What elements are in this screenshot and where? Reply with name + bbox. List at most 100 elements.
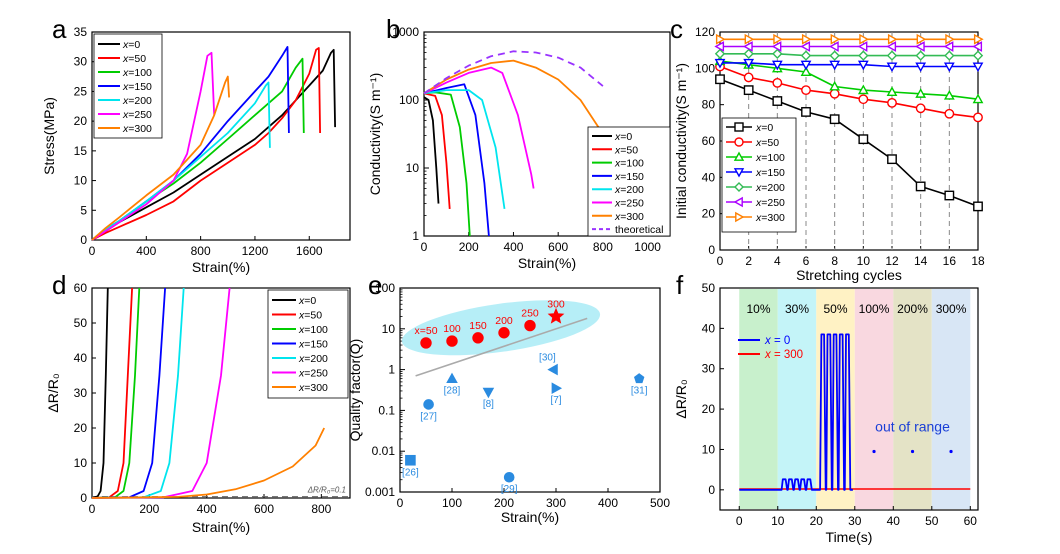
legend-entry: x=50 xyxy=(298,310,322,322)
data-point xyxy=(857,84,869,95)
data-point xyxy=(800,66,812,77)
x-axis-label: Strain(%) xyxy=(192,259,250,275)
y-tick-label: 20 xyxy=(702,402,716,416)
data-point xyxy=(944,50,955,61)
data-point xyxy=(715,74,725,85)
data-point xyxy=(887,154,897,165)
series-line-x=100 xyxy=(719,60,979,100)
x-tick-label: 1200 xyxy=(242,244,269,258)
band-label: 200% xyxy=(897,302,928,316)
data-point xyxy=(715,33,726,45)
data-point xyxy=(743,58,755,69)
data-point xyxy=(771,60,783,71)
legend-entry: x=250 xyxy=(298,368,328,380)
legend-entry: x=300 xyxy=(755,212,785,224)
legend-box xyxy=(721,117,797,233)
y-tick-label: 15 xyxy=(74,144,88,158)
legend-entry: x=100 xyxy=(298,324,328,336)
data-point xyxy=(829,114,840,125)
y-tick-label: 60 xyxy=(74,281,88,295)
x-tick-label: 4 xyxy=(774,254,781,268)
y-tick-label: 1000 xyxy=(392,25,419,39)
data-point xyxy=(420,337,432,349)
legend-marker xyxy=(733,168,745,178)
data-point xyxy=(886,62,898,73)
threshold-label: ΔR/R₀=0.1 xyxy=(307,486,346,495)
y-tick-label: 0.001 xyxy=(365,485,395,499)
data-point xyxy=(801,107,811,117)
y-tick-label: 5 xyxy=(80,203,87,217)
data-point xyxy=(943,89,955,100)
y-tick-label: 25 xyxy=(74,84,88,98)
reference-label: [8] xyxy=(483,399,494,410)
x-tick-label: 6 xyxy=(803,254,810,268)
legend-entry: x = 0 xyxy=(764,335,790,347)
series-line-x=250 xyxy=(91,51,216,241)
data-point xyxy=(829,88,840,99)
data-point xyxy=(972,62,984,73)
legend-entry: x=50 xyxy=(755,137,779,149)
y-tick-label: 80 xyxy=(702,98,716,112)
y-tick-label: 40 xyxy=(702,170,716,184)
legend-entry: x=200 xyxy=(755,182,785,194)
strain-band xyxy=(739,289,778,509)
data-point xyxy=(743,48,754,59)
x-tick-label: 200 xyxy=(494,496,514,510)
y-tick-label: 50 xyxy=(702,281,716,295)
panel-a: 0 400 800 1200 1600 0 5 10 15 20 25 30 35 Strain(%) St… xyxy=(41,14,351,275)
y-tick-label: 100 xyxy=(399,93,419,107)
plot-frame xyxy=(719,287,979,511)
reference-label: [31] xyxy=(631,386,648,397)
legend-marker xyxy=(735,211,745,223)
data-point xyxy=(857,41,868,52)
legend-entry: x=250 xyxy=(614,198,644,210)
x-tick-label: 0 xyxy=(736,514,743,528)
y-axis-label: ΔR/R₀ xyxy=(673,379,689,418)
panel-label-b: b xyxy=(386,14,400,44)
data-point xyxy=(771,41,782,52)
series-line-x=250 xyxy=(423,66,535,189)
series-line-x=200 xyxy=(423,89,506,210)
data-point xyxy=(858,134,869,145)
reference-label: [29] xyxy=(501,484,518,495)
x-tick-label: 10 xyxy=(857,254,871,268)
x-tick-label: 600 xyxy=(254,502,274,516)
x-tick-label: 800 xyxy=(311,502,331,516)
data-point xyxy=(945,33,955,45)
reference-point xyxy=(423,399,434,410)
y-tick-label: 10 xyxy=(702,442,716,456)
legend-marker xyxy=(734,182,744,192)
reference-point xyxy=(547,363,558,376)
legend-entry: x=300 xyxy=(298,382,328,394)
legend-marker xyxy=(734,122,744,132)
series-line-x=0 xyxy=(423,96,440,204)
x-tick-label: 0 xyxy=(421,240,428,254)
x-tick-label: 0 xyxy=(89,244,96,258)
x-tick-label: 100 xyxy=(442,496,462,510)
reference-label: [28] xyxy=(444,386,461,397)
legend-entry: x=200 xyxy=(122,95,152,107)
data-point xyxy=(800,60,812,71)
y-tick-label: 0 xyxy=(80,233,87,247)
band-label: 300% xyxy=(936,302,967,316)
y-tick-label: 20 xyxy=(74,421,88,435)
x-axis-label: Stretching cycles xyxy=(796,267,902,283)
data-point xyxy=(800,41,811,52)
data-point xyxy=(472,332,484,344)
y-tick-label: 100 xyxy=(375,281,395,295)
legend-entry: x=300 xyxy=(614,211,644,223)
data-point xyxy=(872,449,876,454)
panel-label-d: d xyxy=(52,270,66,300)
legend-entry: x=0 xyxy=(122,39,140,51)
x-tick-label: 14 xyxy=(914,254,928,268)
x-tick-label: 400 xyxy=(136,244,156,258)
strain-band xyxy=(854,289,894,509)
data-point xyxy=(858,50,869,61)
data-label: 300 xyxy=(547,299,565,311)
x-axis-label: Strain(%) xyxy=(501,509,559,525)
x-tick-label: 1600 xyxy=(296,244,323,258)
legend-entry: x=0 xyxy=(755,122,773,134)
y-tick-label: 10 xyxy=(74,174,88,188)
reference-point xyxy=(405,454,416,466)
